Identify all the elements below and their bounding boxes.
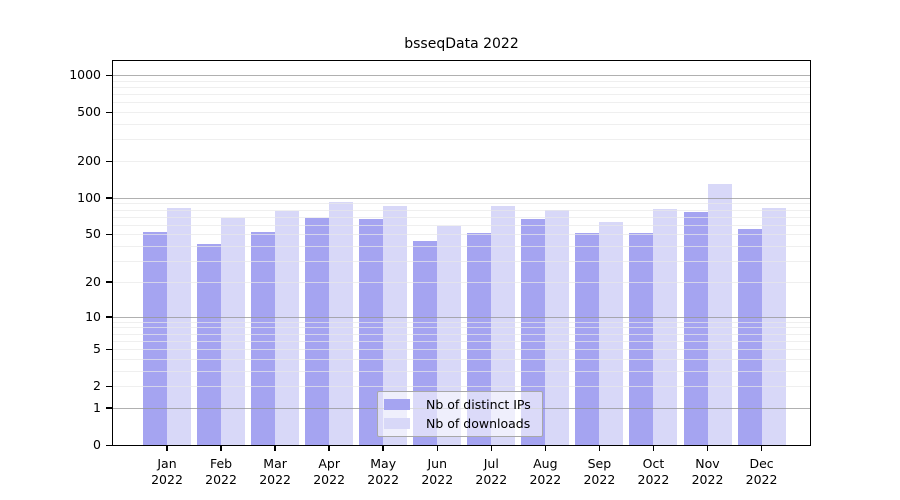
x-tick-label: Mar 2022 [259,456,291,487]
x-tick-mark [598,445,601,451]
x-tick-mark [706,445,709,451]
minor-gridline [113,327,810,329]
bar-downloads [707,183,732,445]
minor-gridline [113,124,810,126]
bar-distinct-ips [143,232,167,445]
x-tick-label: Feb 2022 [205,456,237,487]
minor-gridline [113,340,810,342]
x-tick-label: Aug 2022 [529,456,562,487]
y-tick-label: 200 [77,153,101,169]
bar-distinct-ips [629,233,654,445]
bar-distinct-ips [737,229,762,445]
minor-gridline [113,281,810,283]
x-tick-label: Apr 2022 [313,456,346,487]
minor-gridline [113,80,810,82]
y-tick-label: 100 [77,189,101,205]
legend-row-ips: Nb of distinct IPs [384,396,534,412]
y-tick-mark [106,160,113,163]
minor-gridline [113,333,810,335]
axes-layer: 0 1 2 5 10 20 50 100 200 500 1000 Jan 2022 Feb 2022 M… [69,61,810,487]
minor-gridline [113,224,810,226]
y-tick-mark [106,197,113,199]
minor-gridline [113,234,810,236]
x-tick-label: Nov 2022 [691,456,724,487]
y-tick-mark [106,316,113,318]
x-tick-label: Sep 2022 [583,456,616,487]
y-tick-mark [106,74,113,77]
x-tick-mark [760,445,763,451]
x-tick-label: Jul 2022 [475,456,508,487]
x-tick-mark [166,445,168,451]
chart-title: bsseqData 2022 [404,36,519,52]
legend-swatch-downloads [384,418,410,429]
minor-gridline [113,209,810,211]
x-tick-mark [382,445,384,451]
bar-downloads [761,208,786,445]
x-tick-mark [436,445,438,451]
x-tick-label: May 2022 [367,456,400,487]
y-tick-label: 50 [85,226,101,242]
y-tick-mark [106,111,113,114]
minor-gridline [113,161,810,163]
y-tick-mark [106,233,113,236]
x-tick-mark [220,445,222,451]
x-tick-mark [652,445,655,451]
minor-gridline [113,203,810,205]
major-gridline [113,197,810,199]
y-tick-mark [106,444,113,446]
y-tick-mark [106,407,113,409]
legend-row-downloads: Nb of downloads [384,415,534,431]
x-tick-mark [328,445,330,451]
bar-distinct-ips [197,243,222,445]
minor-gridline [113,386,810,388]
y-tick-label: 500 [77,104,101,120]
minor-gridline [113,358,810,360]
grid-layer [113,61,810,445]
legend: Nb of distinct IPs Nb of downloads [377,391,543,437]
x-tick-mark [274,445,276,451]
y-tick-label: 0 [93,437,101,452]
x-tick-mark [544,445,547,451]
x-tick-label: Jan 2022 [151,456,183,487]
minor-gridline [113,321,810,323]
minor-gridline [113,102,810,104]
y-tick-label: 20 [85,273,101,289]
bar-downloads [167,208,191,445]
minor-gridline [113,349,810,351]
y-tick-label: 10 [85,308,101,324]
y-tick-label: 1000 [69,67,101,83]
x-tick-label: Oct 2022 [637,456,670,487]
y-tick-label: 1 [93,399,101,415]
legend-label-downloads: Nb of downloads [426,415,531,431]
y-tick-label: 2 [93,378,101,394]
bar-distinct-ips [683,212,708,445]
minor-gridline [113,94,810,96]
bar-distinct-ips [251,232,276,445]
minor-gridline [113,139,810,141]
bar-downloads [653,209,678,445]
minor-gridline [113,86,810,88]
minor-gridline [113,370,810,372]
bar-downloads [221,218,246,445]
x-tick-mark [490,445,493,451]
minor-gridline [113,246,810,248]
minor-gridline [113,261,810,263]
bar-distinct-ips [575,233,600,445]
minor-gridline [113,216,810,218]
major-gridline [113,316,810,318]
y-tick-mark [106,281,113,283]
minor-gridline [113,112,810,114]
bar-distinct-ips [305,218,330,445]
y-tick-mark [106,348,113,351]
x-tick-label: Jun 2022 [421,456,454,487]
y-tick-label: 5 [93,341,101,357]
x-tick-label: Dec 2022 [745,456,778,487]
major-gridline [113,75,810,77]
legend-swatch-distinct-ips [384,399,410,410]
plot-area: 0 1 2 5 10 20 50 100 200 500 1000 Jan 2022 Feb 2022 M… [69,60,811,487]
legend-label-distinct-ips: Nb of distinct IPs [426,396,531,412]
bar-downloads [329,202,354,445]
y-tick-mark [106,385,113,388]
